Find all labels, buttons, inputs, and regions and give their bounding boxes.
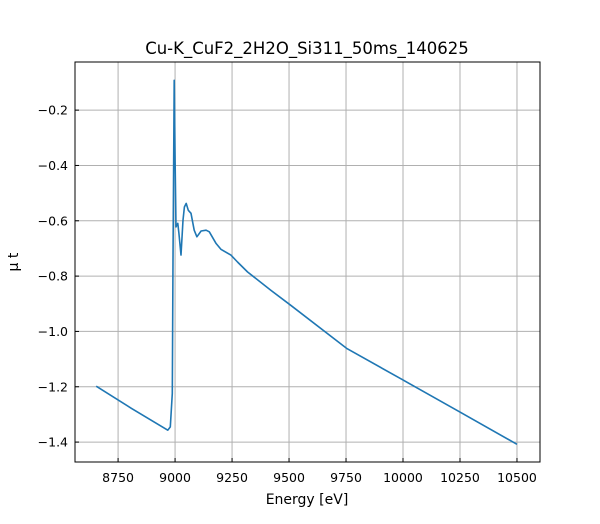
- x-tick-label: 9000: [159, 470, 191, 485]
- y-tick-label: −0.2: [38, 103, 68, 118]
- x-tick-label: 9750: [330, 470, 362, 485]
- series: [95, 79, 518, 445]
- x-tick-label: 10500: [497, 470, 537, 485]
- x-tick-label: 8750: [102, 470, 134, 485]
- y-tick-label: −0.6: [38, 213, 68, 228]
- x-tick-label: 10000: [383, 470, 423, 485]
- x-tick-label: 10250: [440, 470, 480, 485]
- y-tick-label: −0.8: [38, 269, 68, 284]
- y-tick-label: −1.2: [38, 379, 68, 394]
- x-tick-label: 9250: [216, 470, 248, 485]
- grid: [75, 62, 540, 462]
- y-tick-label: −1.0: [38, 324, 68, 339]
- y-tick-label: −1.4: [38, 435, 68, 450]
- plot-frame: [74, 61, 541, 463]
- y-tick-label: −0.4: [38, 158, 68, 173]
- series-line-mu_t: [95, 79, 518, 445]
- x-axis: 8750 9000 9250 9500 9750 10000 10250 10500: [102, 458, 537, 485]
- x-axis-label: Energy [eV]: [266, 492, 349, 508]
- y-axis: −0.2 −0.4 −0.6 −0.8 −1.0 −1.2 −1.4: [38, 103, 79, 450]
- chart-title: Cu-K_CuF2_2H2O_Si311_50ms_140625: [145, 39, 469, 59]
- y-axis-label: μ t: [6, 252, 22, 271]
- x-tick-label: 9500: [273, 470, 305, 485]
